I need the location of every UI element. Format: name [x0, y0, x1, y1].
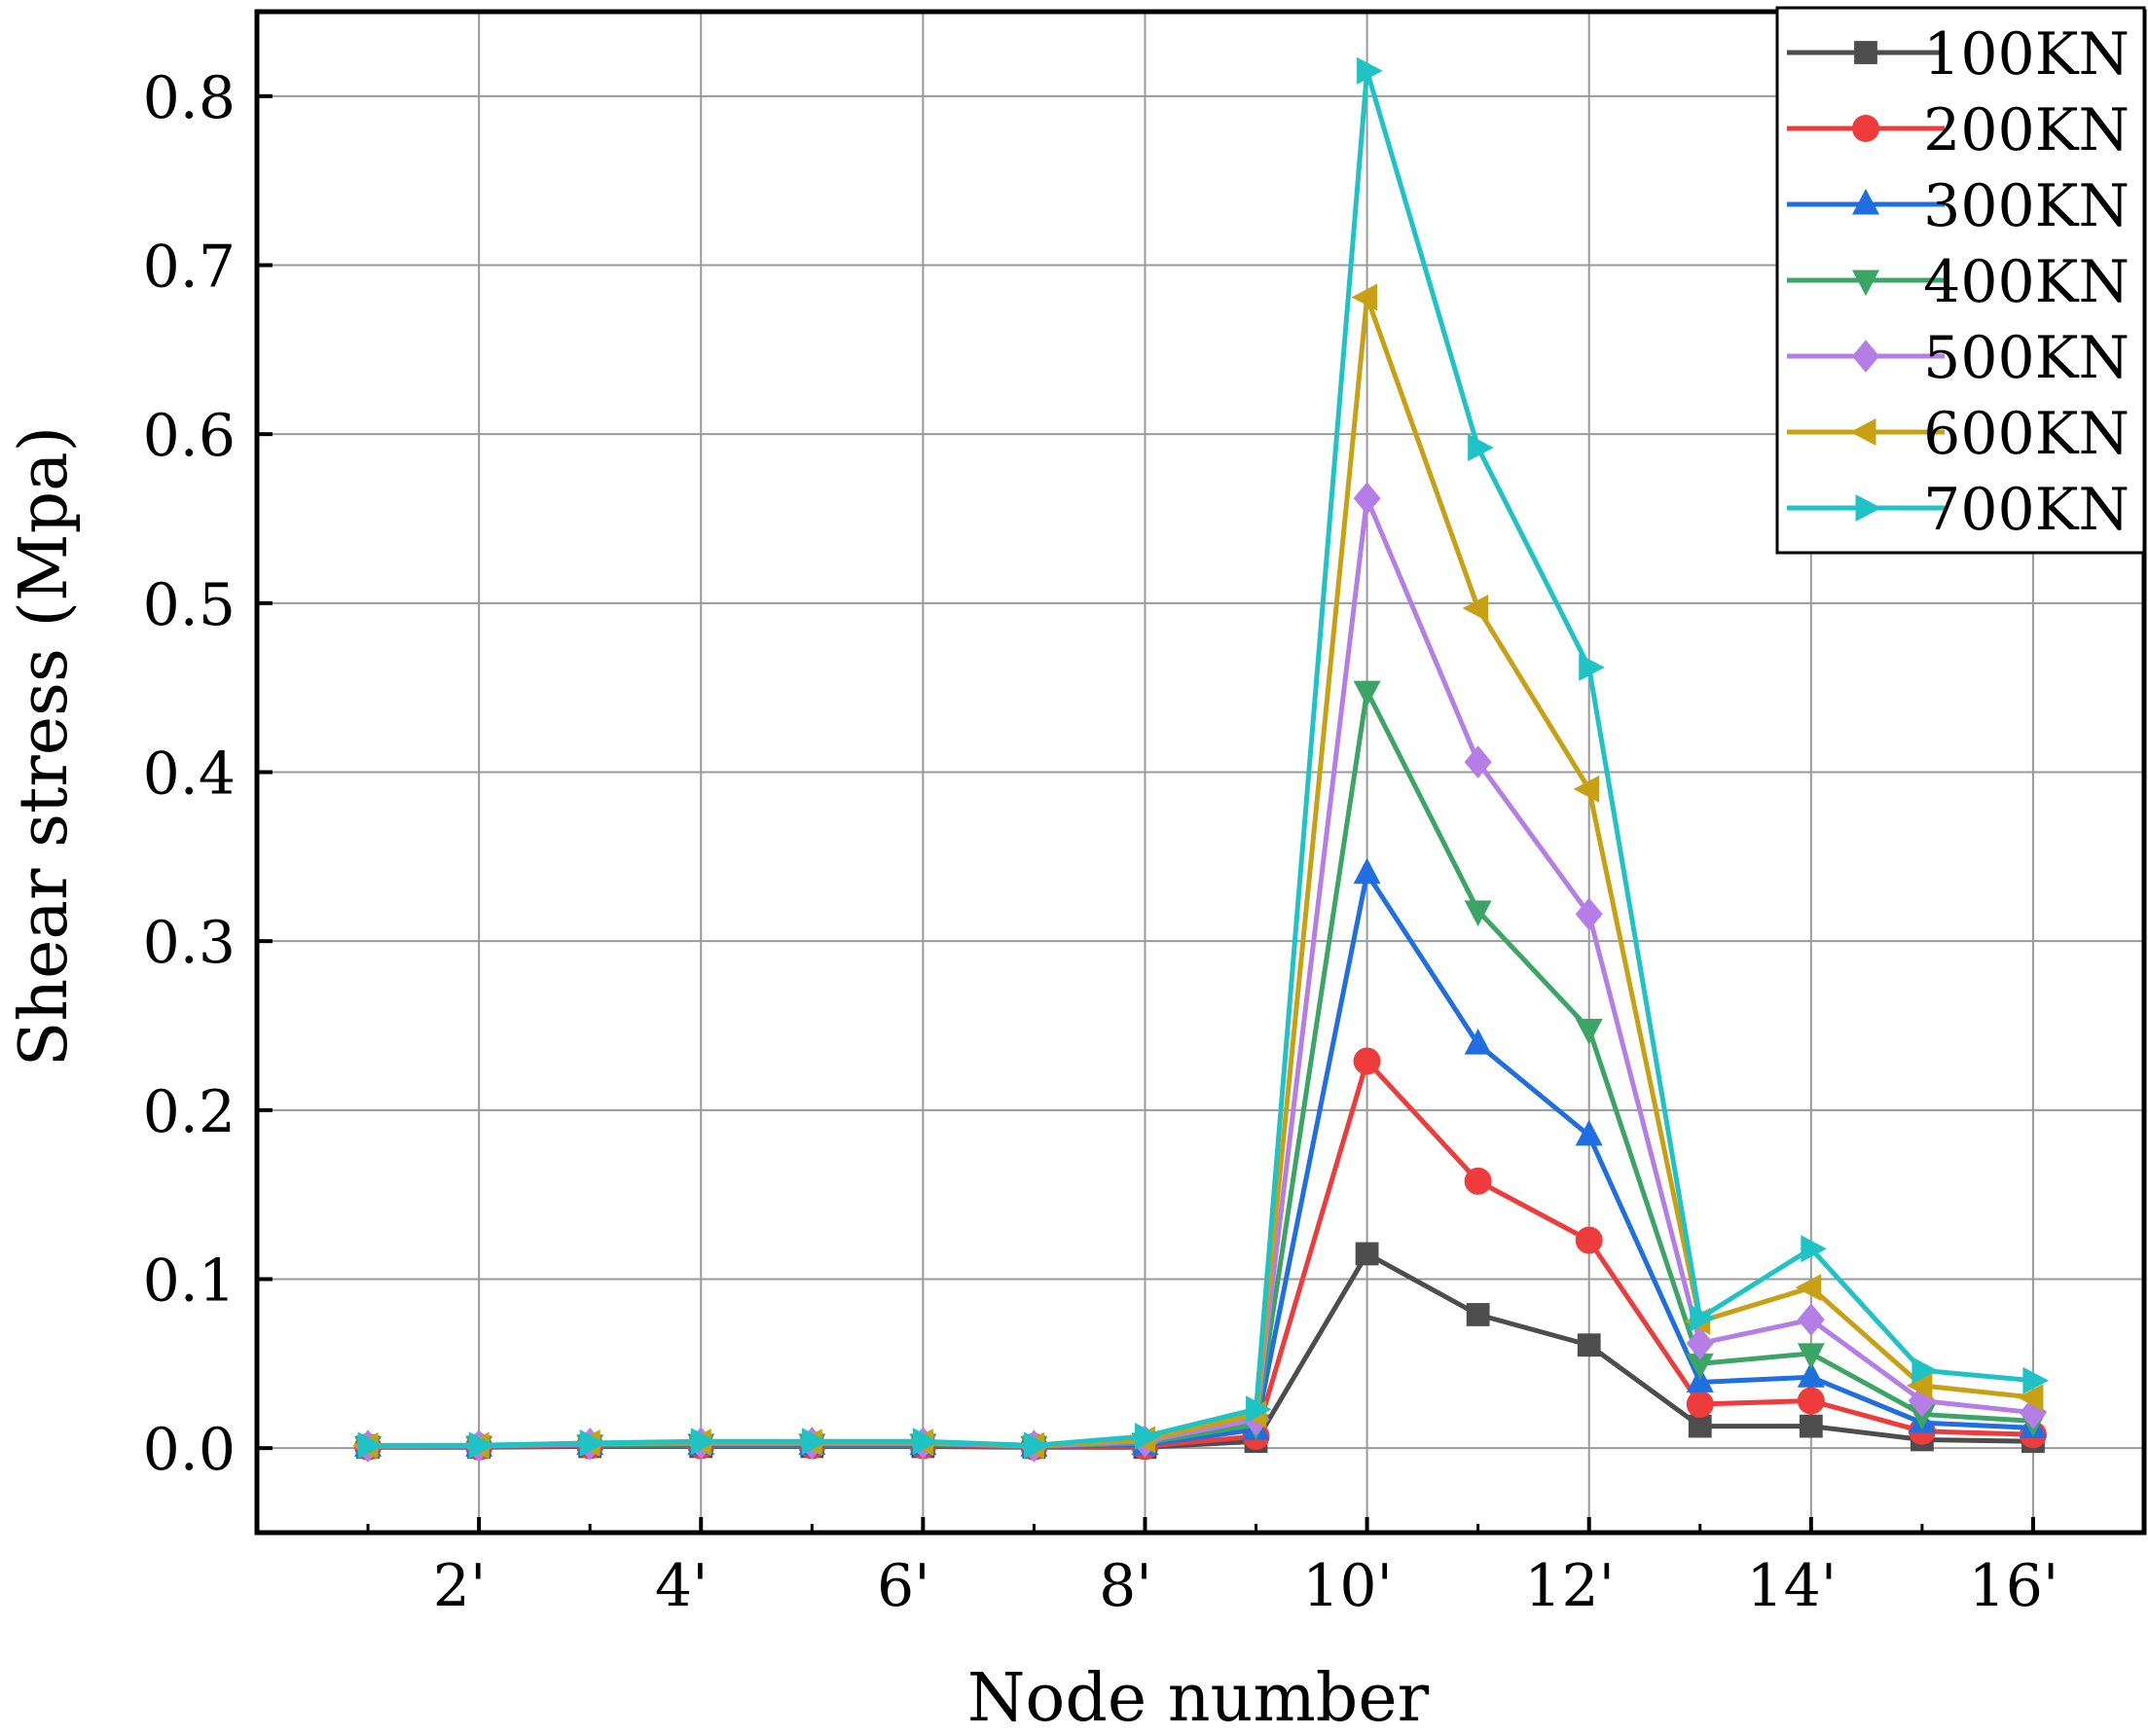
data-point — [1797, 1387, 1825, 1415]
legend-label: 700KN — [1923, 476, 2130, 544]
y-tick-label: 0.0 — [143, 1416, 236, 1484]
data-point — [2022, 1366, 2050, 1394]
y-tick-label: 0.6 — [143, 402, 236, 470]
data-point — [1351, 283, 1378, 311]
data-point — [690, 1428, 717, 1456]
y-tick-label: 0.1 — [143, 1248, 236, 1316]
data-point — [1575, 1119, 1603, 1146]
data-point — [1686, 1391, 1714, 1419]
legend-item: 200KN — [1787, 96, 2130, 164]
y-tick-label: 0.4 — [143, 741, 236, 809]
legend-label: 300KN — [1923, 172, 2130, 240]
data-point — [468, 1431, 495, 1460]
legend-item: 700KN — [1787, 476, 2130, 544]
legend-marker — [1849, 418, 1876, 446]
data-point — [1246, 1395, 1272, 1424]
data-point — [1353, 1047, 1381, 1075]
data-point — [912, 1428, 939, 1456]
data-point — [1575, 1226, 1603, 1254]
y-tick-label: 0.8 — [143, 64, 236, 132]
data-point — [1686, 1326, 1714, 1360]
data-point — [1575, 1018, 1603, 1045]
data-point — [1575, 897, 1603, 931]
series-group — [351, 56, 2050, 1463]
data-point — [1690, 1304, 1716, 1332]
data-point — [1462, 595, 1489, 623]
data-point — [357, 1431, 384, 1460]
x-tick-label: 16' — [1969, 1552, 2059, 1620]
data-point — [1797, 1343, 1825, 1370]
legend-label: 600KN — [1923, 400, 2130, 468]
data-point — [1797, 1303, 1825, 1336]
x-tick-label: 14' — [1746, 1552, 1837, 1620]
legend-label: 500KN — [1923, 324, 2130, 392]
legend-item: 100KN — [1787, 20, 2130, 89]
legend-label: 100KN — [1923, 20, 2130, 89]
data-point — [1134, 1423, 1161, 1451]
series-line — [368, 68, 2034, 1448]
data-point — [1468, 434, 1494, 462]
data-point — [579, 1429, 606, 1457]
data-point — [1464, 900, 1492, 927]
data-point — [1464, 1167, 1492, 1195]
data-point — [1357, 56, 1383, 85]
data-point — [1906, 1371, 1933, 1399]
x-tick-label: 4' — [655, 1552, 709, 1620]
series-700KN — [357, 56, 2050, 1460]
data-point — [1353, 680, 1381, 707]
legend-label: 400KN — [1923, 248, 2130, 316]
data-point — [1577, 1333, 1601, 1357]
data-point — [1466, 1303, 1490, 1326]
legend-label: 200KN — [1923, 96, 2130, 164]
data-point — [1579, 653, 1605, 681]
data-point — [1911, 1356, 1938, 1385]
data-point — [1797, 1361, 1825, 1388]
data-point — [1686, 1353, 1714, 1380]
x-tick-label: 10' — [1302, 1552, 1393, 1620]
legend-marker — [1854, 41, 1877, 64]
x-axis-title: Node number — [967, 1660, 1430, 1736]
x-tick-label: 8' — [1099, 1552, 1152, 1620]
y-tick-label: 0.5 — [143, 571, 236, 639]
axis-ticks: 0.0 0.1 0.2 0.3 0.4 0.5 0.6 0.7 0.8 2' 4' 6' 8' 10' 12… — [143, 64, 2059, 1620]
data-point — [1353, 482, 1381, 515]
legend-marker — [1852, 115, 1879, 142]
y-tick-label: 0.3 — [143, 909, 236, 977]
y-axis-title: Shear stress (Mpa) — [6, 426, 83, 1067]
data-point — [1355, 1242, 1379, 1266]
data-point — [1799, 1414, 1823, 1438]
data-point — [1686, 1366, 1714, 1392]
data-point — [2017, 1384, 2044, 1412]
data-point — [1023, 1431, 1050, 1460]
grid — [257, 12, 2144, 1533]
data-point — [801, 1428, 828, 1456]
x-tick-label: 2' — [433, 1552, 487, 1620]
legend-item: 400KN — [1787, 248, 2130, 316]
y-tick-label: 0.2 — [143, 1078, 236, 1146]
legend: 100KN 200KN 300KN 400KN 500KN 600KN 700KN — [1775, 6, 2146, 555]
y-tick-label: 0.7 — [143, 234, 236, 302]
legend-item: 300KN — [1787, 172, 2130, 240]
data-point — [1464, 1029, 1492, 1055]
legend-marker — [1855, 494, 1882, 522]
legend-item: 600KN — [1787, 400, 2130, 468]
legend-marker — [1852, 270, 1879, 297]
x-tick-label: 6' — [877, 1552, 930, 1620]
data-point — [1688, 1414, 1712, 1438]
legend-marker — [1852, 188, 1879, 215]
data-point — [1801, 1235, 1827, 1263]
data-point — [1795, 1274, 1822, 1302]
legend-marker — [1852, 340, 1879, 373]
x-tick-label: 12' — [1524, 1552, 1615, 1620]
data-point — [1464, 745, 1492, 778]
data-point — [1573, 775, 1600, 803]
legend-item: 500KN — [1787, 324, 2130, 392]
data-point — [1353, 857, 1381, 885]
